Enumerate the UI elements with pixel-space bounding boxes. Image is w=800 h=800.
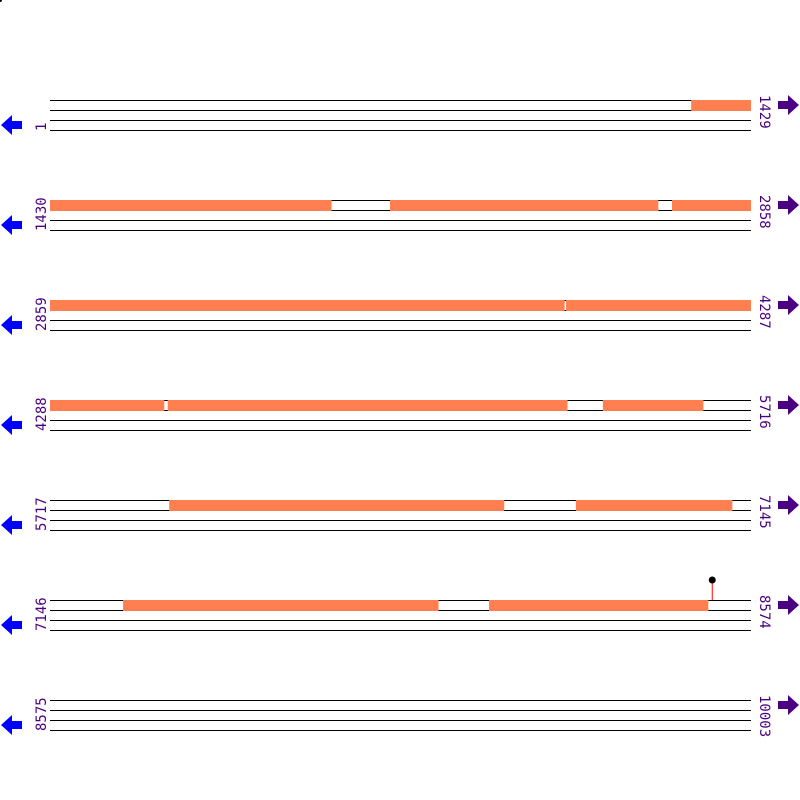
feature-block [123,600,439,611]
track-row: 4288 5716 [1,395,799,435]
row-end-label: 1429 [756,95,772,129]
feature-block [389,200,659,211]
row-start-label: 7146 [34,597,50,631]
feature-block [50,200,332,211]
row-end-label: 8574 [756,595,772,629]
feature-block [602,400,704,411]
feature-block [50,300,565,311]
row-end-label: 7145 [756,495,772,529]
row-end-label: 10003 [756,695,772,737]
arrow-left-icon [1,115,22,135]
arrow-right-icon [778,695,799,715]
track-row: 1430 2858 [1,195,799,235]
row-start-label: 1 [34,123,50,131]
arrow-right-icon [778,95,799,115]
feature-block [489,600,709,611]
feature-block [672,200,751,211]
track-row: 2859 4287 [1,295,799,335]
row-start-label: 1430 [34,197,50,231]
row-end-label: 4287 [756,295,772,329]
marker-head [708,576,716,584]
row-start-label: 8575 [34,697,50,731]
feature-block [691,100,751,111]
arrow-left-icon [1,415,22,435]
track-row: 7146 8574 [1,576,799,635]
arrow-left-icon [1,215,22,235]
row-start-label: 5717 [34,497,50,531]
feature-block [50,400,165,411]
arrow-right-icon [778,595,799,615]
arrow-right-icon [778,495,799,515]
feature-block [575,500,733,511]
row-start-label: 2859 [34,297,50,331]
row-end-label: 5716 [756,395,772,429]
arrow-left-icon [1,315,22,335]
track-row: 8575 10003 [1,695,799,737]
row-end-label: 2858 [756,195,772,229]
row-start-label: 4288 [34,397,50,431]
arrow-left-icon [1,515,22,535]
arrow-right-icon [778,295,799,315]
corner-dot [0,0,2,2]
arrow-left-icon [1,715,22,735]
arrow-right-icon [778,195,799,215]
feature-block [566,300,751,311]
arrow-right-icon [778,395,799,415]
feature-block [169,500,505,511]
arrow-left-icon [1,615,22,635]
track-row: 1 1429 [1,95,799,135]
feature-block [167,400,568,411]
track-row: 5717 7145 [1,495,799,535]
